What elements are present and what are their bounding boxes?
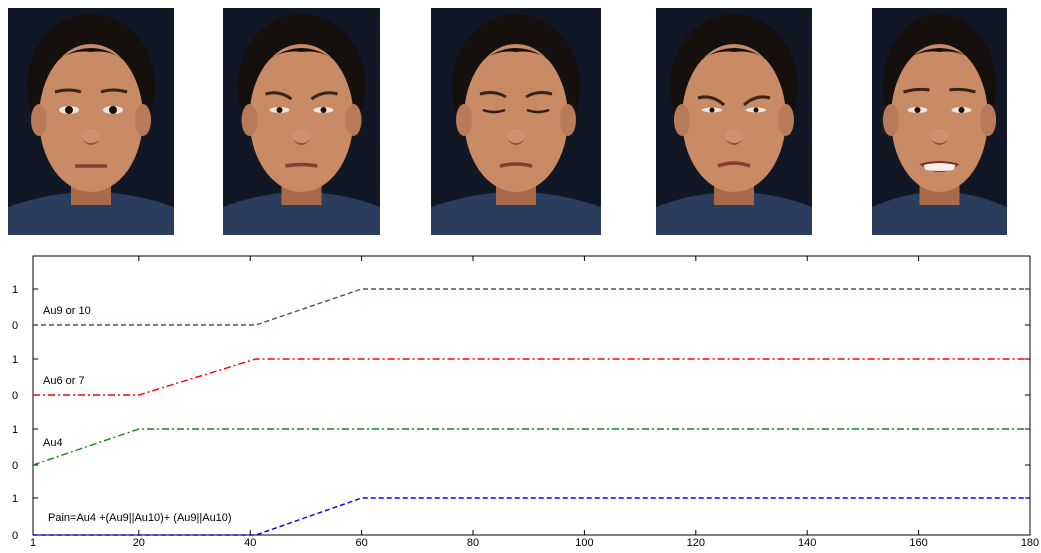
series-label: Au4 bbox=[43, 437, 63, 449]
face-photo-3 bbox=[431, 8, 601, 235]
y-tick-label: 1 bbox=[12, 424, 18, 436]
face-photo-5 bbox=[872, 8, 1007, 235]
x-tick-label: 120 bbox=[687, 537, 705, 548]
x-tick-label: 20 bbox=[133, 537, 145, 548]
y-tick-label: 1 bbox=[12, 284, 18, 296]
series-label: Au6 or 7 bbox=[43, 375, 85, 387]
x-tick-label: 1 bbox=[30, 537, 36, 548]
series-line bbox=[33, 358, 1030, 396]
series-label: Pain=Au4 +(Au9||Au10)+ (Au9||Au10) bbox=[48, 512, 232, 524]
x-tick-label: 40 bbox=[244, 537, 256, 548]
x-tick-label: 60 bbox=[355, 537, 367, 548]
series-label: Au9 or 10 bbox=[43, 305, 91, 317]
au-timeline-chart: 1 20 40 60 80 100 120 140 160 180 0 1 0 1 0 1 0 1 Au9 or 1… bbox=[0, 240, 1041, 549]
series-line bbox=[32, 428, 1030, 466]
face-image-strip bbox=[0, 0, 1041, 240]
x-tick-label: 140 bbox=[798, 537, 816, 548]
face-photo-2 bbox=[223, 8, 380, 235]
face-photo-4 bbox=[656, 8, 812, 235]
x-tick-label: 80 bbox=[467, 537, 479, 548]
plot-frame bbox=[32, 255, 1031, 536]
y-tick-label: 1 bbox=[12, 493, 18, 505]
x-tick-label: 100 bbox=[575, 537, 593, 548]
series-line bbox=[33, 288, 1030, 326]
x-tick-label: 180 bbox=[1021, 537, 1039, 548]
x-tick-label: 160 bbox=[909, 537, 927, 548]
y-tick-label: 0 bbox=[12, 390, 18, 402]
y-tick-label: 1 bbox=[12, 354, 18, 366]
face-photo-1 bbox=[8, 8, 174, 235]
y-tick-label: 0 bbox=[12, 460, 18, 472]
y-tick-label: 0 bbox=[12, 530, 18, 542]
y-tick-label: 0 bbox=[12, 320, 18, 332]
